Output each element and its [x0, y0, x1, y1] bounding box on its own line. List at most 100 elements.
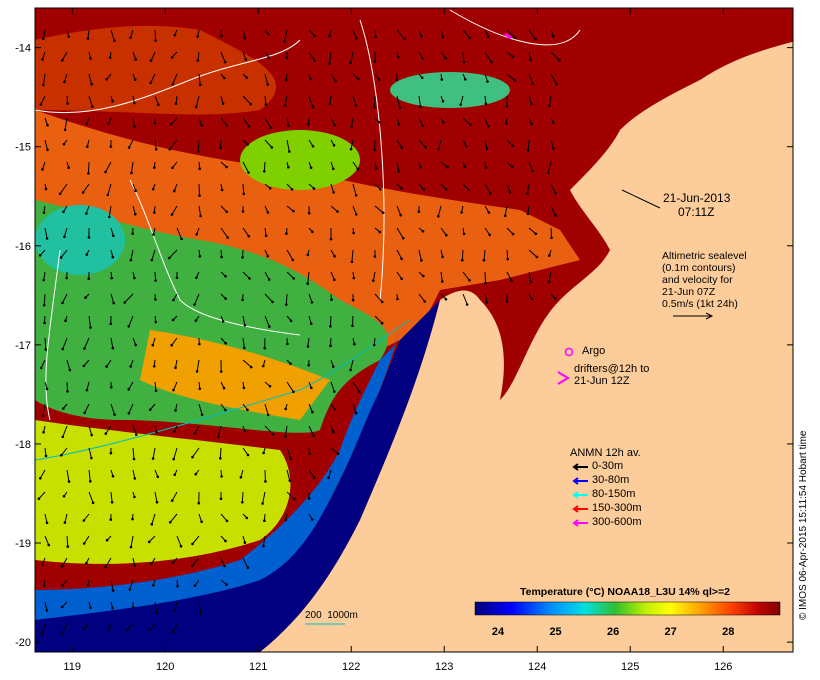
velocity-arrowhead: [197, 150, 200, 153]
velocity-arrow: [351, 117, 354, 127]
velocity-arrowhead: [306, 345, 310, 348]
velocity-arrowhead: [83, 627, 86, 631]
velocity-arrow: [506, 227, 514, 235]
velocity-arrow: [88, 95, 93, 107]
velocity-arrowhead: [262, 544, 265, 548]
altimetry-line: 0.5m/s (1kt 24h): [662, 298, 738, 310]
velocity-arrowhead: [243, 324, 247, 327]
velocity-arrowhead: [85, 122, 88, 125]
velocity-arrowhead: [241, 298, 244, 302]
velocity-arrow: [286, 381, 294, 393]
velocity-arrowhead: [42, 303, 46, 307]
velocity-arrow: [242, 161, 249, 173]
velocity-arrowhead: [356, 167, 360, 171]
velocity-arrowhead: [460, 211, 463, 214]
velocity-arrowhead: [490, 60, 493, 64]
velocity-arrowhead: [312, 476, 316, 479]
velocity-arrowhead: [91, 501, 95, 505]
velocity-arrowhead: [400, 146, 404, 149]
velocity-arrow: [152, 447, 156, 459]
velocity-arrow: [42, 403, 46, 416]
velocity-arrow: [241, 491, 244, 503]
velocity-arrow: [154, 139, 157, 150]
velocity-arrowhead: [179, 544, 183, 548]
velocity-arrowhead: [246, 453, 250, 457]
velocity-arrowhead: [468, 36, 472, 40]
legend-arrowhead: [572, 463, 579, 471]
y-tick-label: -14: [15, 43, 31, 55]
velocity-arrow: [527, 205, 530, 214]
velocity-arrow: [329, 315, 332, 327]
velocity-arrow: [192, 535, 200, 545]
velocity-arrowhead: [350, 260, 354, 264]
argo-marker: [504, 32, 512, 40]
velocity-arrowhead: [354, 193, 358, 197]
velocity-arrowhead: [41, 168, 44, 171]
velocity-arrowhead: [109, 145, 113, 148]
velocity-arrow: [307, 271, 310, 284]
velocity-arrowhead: [200, 123, 203, 127]
velocity-arrowhead: [200, 413, 204, 417]
velocity-arrow: [150, 51, 156, 61]
velocity-arrow: [528, 29, 536, 40]
velocity-arrowhead: [225, 583, 228, 586]
velocity-arrow: [286, 249, 294, 261]
velocity-arrow: [110, 29, 115, 41]
sst-yellow-region: [35, 420, 291, 564]
velocity-arrowhead: [484, 281, 487, 285]
velocity-arrowhead: [134, 212, 137, 216]
plot-frame: [34, 7, 794, 653]
velocity-arrowhead: [198, 194, 201, 197]
velocity-arrow: [264, 293, 273, 303]
velocity-arrowhead: [354, 411, 358, 415]
velocity-arrowhead: [459, 103, 463, 106]
velocity-arrow: [330, 271, 335, 280]
velocity-arrowhead: [152, 364, 156, 368]
velocity-arrowhead: [129, 36, 132, 39]
velocity-arrow: [60, 447, 68, 456]
velocity-arrow: [264, 95, 267, 105]
velocity-arrow: [110, 491, 113, 503]
velocity-arrow: [44, 139, 48, 150]
velocity-arrowhead: [194, 319, 198, 322]
velocity-arrowhead: [68, 368, 72, 372]
velocity-arrowhead: [67, 480, 71, 483]
velocity-arrowhead: [194, 472, 197, 476]
velocity-arrowhead: [441, 35, 445, 39]
velocity-arrow: [548, 95, 552, 106]
velocity-arrowhead: [64, 319, 67, 323]
velocity-arrowhead: [113, 413, 116, 416]
velocity-arrow: [154, 601, 158, 613]
velocity-arrowhead: [311, 518, 314, 521]
velocity-arrowhead: [155, 431, 158, 434]
velocity-arrow: [262, 535, 266, 546]
velocity-arrowhead: [267, 32, 270, 36]
velocity-arrowhead: [153, 121, 157, 125]
velocity-arrow: [396, 29, 405, 40]
velocity-arrowhead: [400, 257, 403, 261]
velocity-arrowhead: [548, 104, 551, 108]
velocity-arrowhead: [420, 34, 423, 38]
velocity-arrowhead: [111, 589, 115, 592]
velocity-arrow: [86, 381, 90, 391]
legend-arrowhead: [572, 505, 579, 513]
velocity-arrow: [462, 117, 471, 126]
velocity-arrowhead: [514, 36, 517, 40]
velocity-arrow: [284, 95, 288, 106]
velocity-arrowhead: [133, 125, 136, 128]
velocity-arrowhead: [223, 60, 227, 64]
altimetry-line: 21-Jun 07Z: [662, 286, 716, 298]
velocity-arrowhead: [90, 456, 93, 460]
velocity-arrowhead: [548, 254, 551, 257]
velocity-arrow: [66, 381, 68, 392]
velocity-arrowhead: [125, 628, 129, 632]
velocity-arrow: [85, 205, 90, 214]
velocity-arrowhead: [105, 365, 108, 368]
velocity-arrow: [242, 29, 246, 39]
velocity-arrow: [527, 139, 530, 151]
velocity-arrow: [484, 271, 486, 284]
velocity-arrow: [151, 249, 156, 261]
velocity-arrowhead: [530, 122, 533, 126]
velocity-arrow: [196, 359, 200, 372]
velocity-arrowhead: [530, 297, 534, 301]
